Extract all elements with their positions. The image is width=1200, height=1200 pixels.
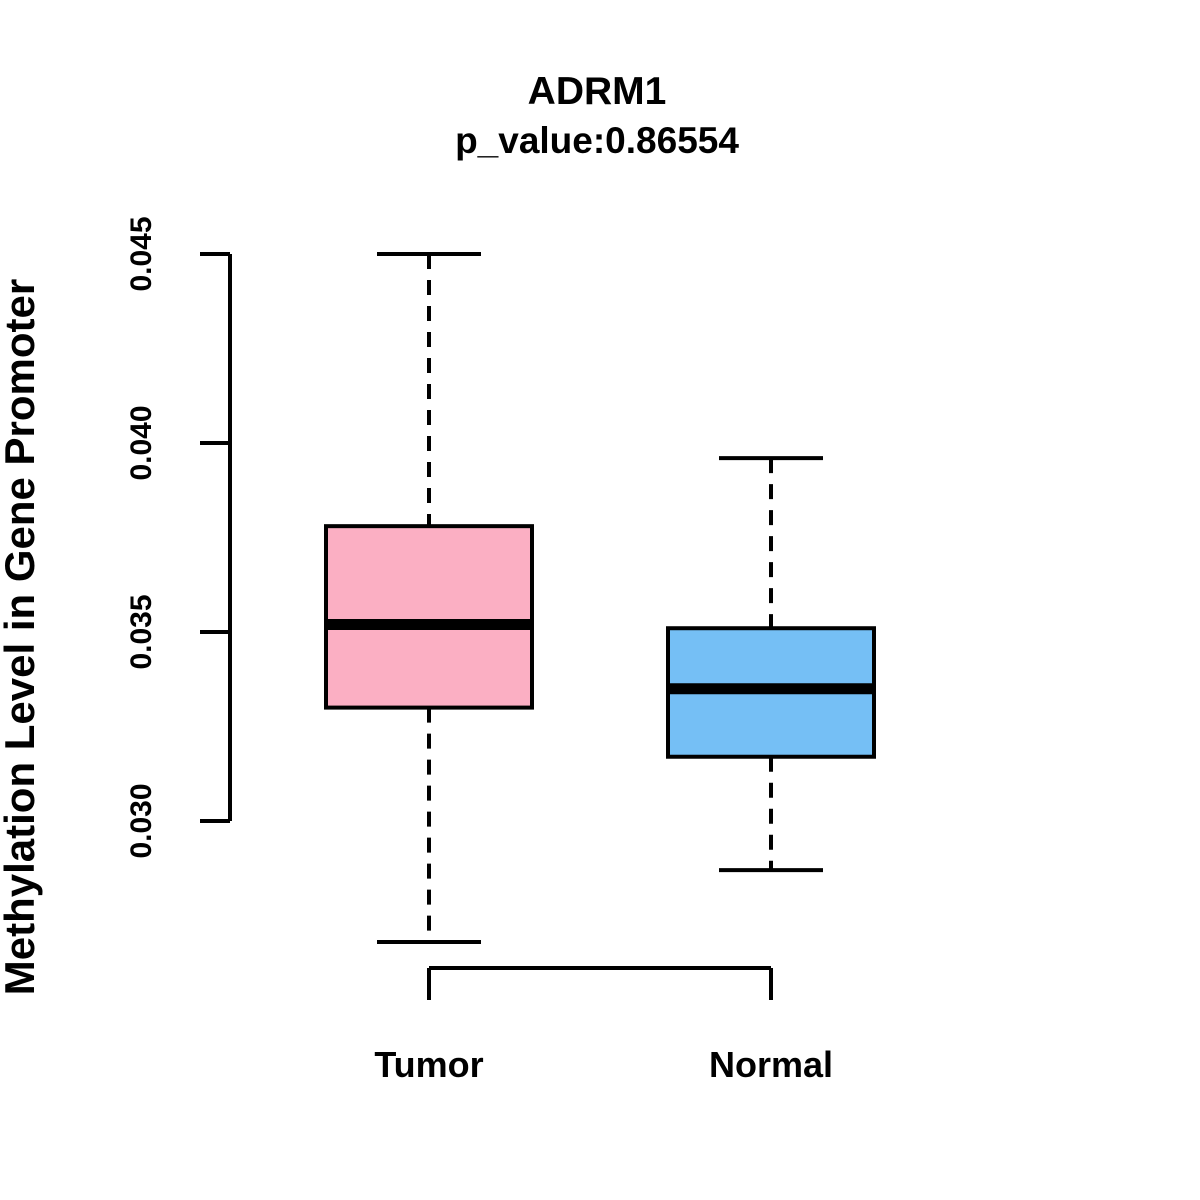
tumor-category-label: Tumor: [374, 1044, 483, 1085]
plot-area: 0.030 0.035 0.040 0.045 Tumor Normal: [125, 216, 876, 1085]
y-tick-label: 0.035: [125, 594, 158, 669]
chart-subtitle: p_value:0.86554: [455, 120, 739, 161]
normal-category-label: Normal: [709, 1044, 833, 1085]
y-tick-label: 0.045: [125, 216, 158, 291]
y-axis-label: Methylation Level in Gene Promoter: [0, 279, 43, 995]
tumor-box: [324, 524, 534, 710]
y-tick-label: 0.040: [125, 405, 158, 480]
chart-title: ADRM1: [528, 70, 667, 113]
y-tick-label: 0.030: [125, 783, 158, 858]
